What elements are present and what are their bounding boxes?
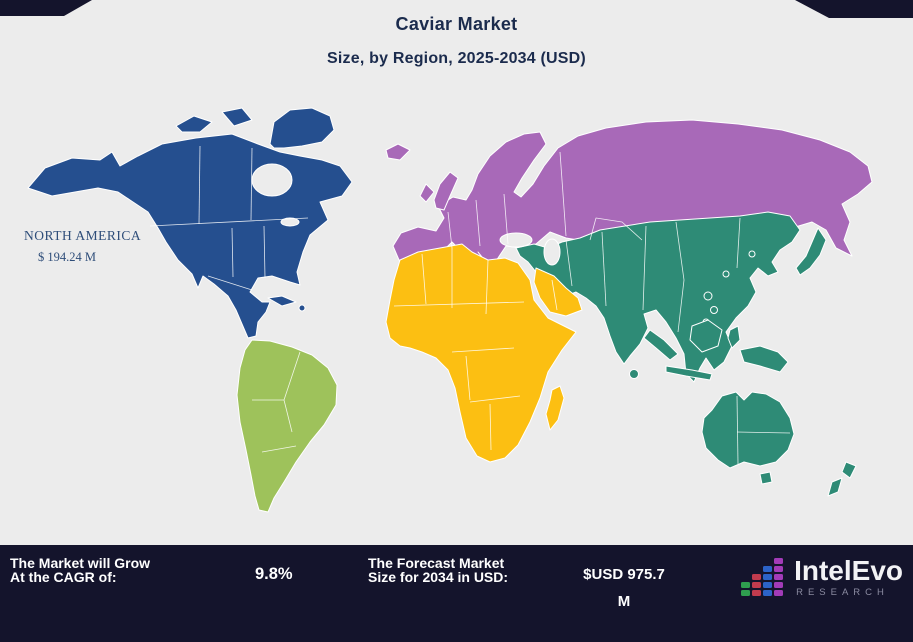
region-new-guinea xyxy=(739,345,789,373)
caspian-sea xyxy=(543,238,561,266)
region-japan xyxy=(795,227,827,276)
great-lakes xyxy=(280,217,300,227)
brand-name: IntelEvo xyxy=(794,554,903,586)
region-philippines-1 xyxy=(703,291,713,301)
map-label-region-name: NORTH AMERICA xyxy=(24,228,142,243)
region-borneo xyxy=(689,319,723,353)
map-label-north-america: NORTH AMERICA $ 194.24 M xyxy=(24,228,141,265)
region-hispaniola xyxy=(298,304,306,312)
cagr-value: 9.8% xyxy=(255,565,293,583)
brand-text: IntelEvo RESEARCH xyxy=(794,554,903,598)
brand-subtitle: RESEARCH xyxy=(796,586,889,598)
region-sri-lanka xyxy=(629,369,639,379)
region-tasmania xyxy=(759,471,773,485)
region-arctic-island-1 xyxy=(175,115,213,133)
region-madagascar xyxy=(545,385,565,431)
region-cuba xyxy=(267,295,297,307)
black-sea xyxy=(499,232,533,248)
region-ireland xyxy=(419,183,435,203)
forecast-value-line2: M xyxy=(617,593,631,610)
forecast-value-line1: $USD 975.7 xyxy=(583,566,665,583)
region-arabian-peninsula xyxy=(533,267,583,317)
region-iceland xyxy=(385,143,411,161)
forecast-label: The Forecast Market Size for 2034 in USD… xyxy=(368,556,508,584)
brand-logo: IntelEvo RESEARCH xyxy=(741,554,903,600)
hudson-bay xyxy=(251,163,293,197)
region-java xyxy=(665,365,713,381)
cagr-label-line1: The Market will Grow xyxy=(10,555,151,571)
region-new-zealand-south xyxy=(827,477,843,497)
region-south-america xyxy=(236,339,338,513)
region-hainan xyxy=(722,270,730,278)
map-label-region-value: $ 194.24 M xyxy=(38,250,96,264)
page-subtitle: Size, by Region, 2025-2034 (USD) xyxy=(327,50,586,67)
brand-bars-icon xyxy=(741,558,784,596)
cagr-label: The Market will Grow At the CAGR of: xyxy=(10,556,150,584)
corner-decoration-right xyxy=(795,0,913,18)
region-sulawesi xyxy=(727,325,741,349)
region-africa xyxy=(385,243,577,463)
region-arctic-island-2 xyxy=(221,107,253,127)
region-new-zealand-north xyxy=(841,461,857,479)
region-greenland xyxy=(269,107,335,149)
region-sumatra xyxy=(643,329,679,361)
region-taiwan xyxy=(748,250,756,258)
page-title: Caviar Market xyxy=(395,14,518,34)
forecast-label-line2: Size for 2034 in USD: xyxy=(368,569,509,585)
forecast-label-line1: The Forecast Market xyxy=(368,555,505,571)
footer-bar: The Market will Grow At the CAGR of: 9.8… xyxy=(0,545,913,642)
region-philippines-2 xyxy=(710,306,718,314)
corner-decoration-left xyxy=(0,0,92,16)
world-map xyxy=(27,107,873,513)
region-uk xyxy=(433,171,459,211)
region-australia xyxy=(701,391,795,469)
cagr-label-line2: At the CAGR of: xyxy=(10,569,117,585)
country-borders xyxy=(149,145,791,465)
forecast-value: $USD 975.7 M xyxy=(576,561,672,615)
